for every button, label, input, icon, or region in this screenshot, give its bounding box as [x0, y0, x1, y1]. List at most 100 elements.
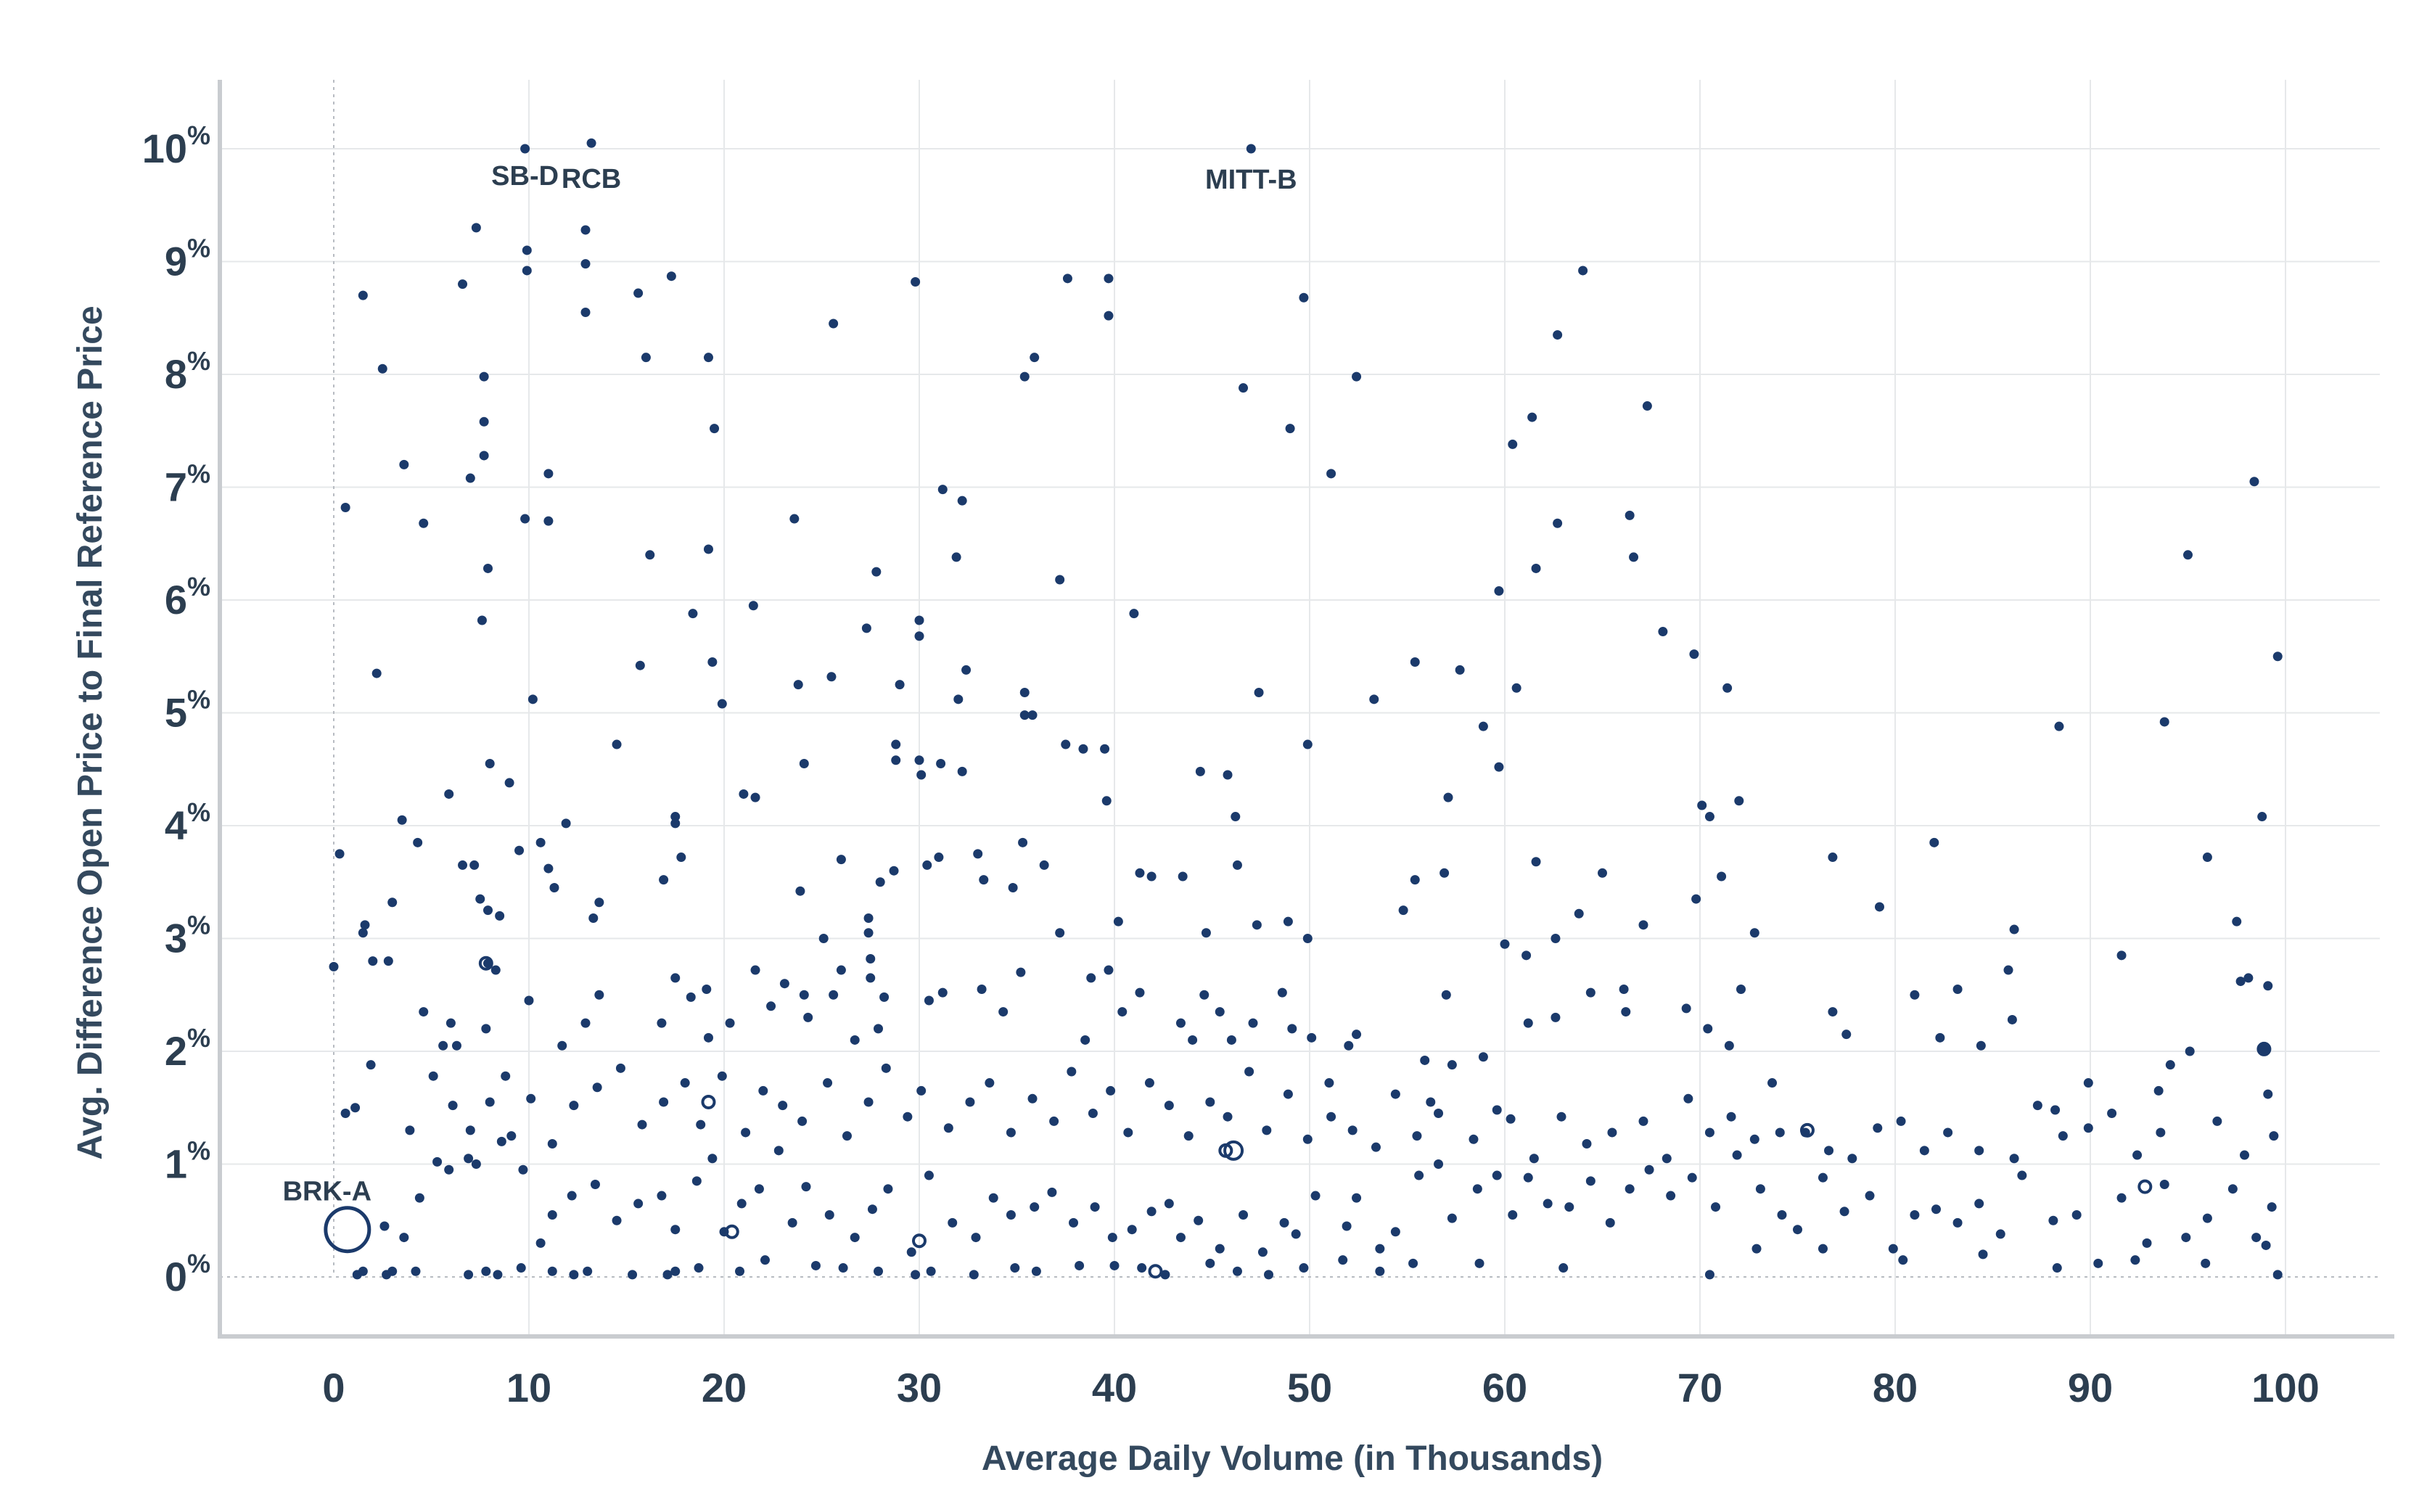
- scatter-point: [1019, 688, 1030, 698]
- x-tick-label: 80: [1873, 1365, 1918, 1410]
- scatter-point: [676, 852, 686, 863]
- scatter-point: [1689, 649, 1699, 660]
- y-tick-unit: %: [187, 572, 210, 601]
- scatter-point: [1619, 984, 1629, 994]
- y-tick-label: 7: [165, 464, 187, 510]
- scatter-point: [543, 863, 554, 874]
- scatter-point: [1441, 990, 1451, 1000]
- scatter-point: [464, 1270, 474, 1280]
- scatter-point: [366, 1060, 376, 1070]
- scatter-point: [1324, 1078, 1334, 1088]
- scatter-point: [670, 812, 681, 822]
- scatter-point: [1704, 1270, 1714, 1280]
- scatter-point: [937, 485, 948, 495]
- scatter-point: [1352, 1030, 1362, 1040]
- scatter-point: [891, 755, 901, 765]
- scatter-point: [1031, 1266, 1041, 1276]
- scatter-point: [1717, 871, 1727, 882]
- scatter-point: [2132, 1150, 2143, 1160]
- scatter-point: [2201, 1258, 2211, 1268]
- scatter-point: [1344, 1040, 1354, 1051]
- scatter-point: [1551, 934, 1561, 943]
- scatter-point: [2212, 1116, 2222, 1126]
- scatter-point: [1030, 353, 1040, 363]
- scatter-point: [1585, 987, 1595, 998]
- y-tick-unit: %: [187, 346, 210, 376]
- scatter-point: [2032, 1101, 2042, 1111]
- scatter-point: [371, 668, 382, 678]
- data-points: [324, 138, 2283, 1280]
- scatter-point: [1681, 1003, 1691, 1014]
- scatter-point: [906, 1247, 916, 1257]
- scatter-point: [399, 459, 409, 469]
- scatter-point: [926, 1266, 936, 1276]
- scatter-point: [1974, 1146, 1984, 1156]
- scatter-point: [1164, 1199, 1174, 1209]
- scatter-point: [1931, 1204, 1941, 1215]
- scatter-point: [801, 1182, 811, 1192]
- scatter-point: [495, 911, 505, 921]
- scatter-point: [1069, 1217, 1079, 1228]
- scatter-point: [1178, 871, 1188, 882]
- scatter-point: [1129, 609, 1139, 619]
- scatter-point: [1447, 1213, 1457, 1223]
- scatter-point: [1683, 1093, 1693, 1104]
- scatter-point: [826, 672, 837, 682]
- scatter-point: [1824, 1146, 1834, 1156]
- scatter-point: [506, 1131, 517, 1141]
- scatter-point: [717, 699, 727, 709]
- scatter-point: [936, 758, 946, 768]
- scatter-point: [1101, 796, 1112, 806]
- scatter-point: [1558, 1263, 1569, 1273]
- scatter-point: [1711, 1202, 1721, 1212]
- scatter-point-open: [1799, 1122, 1815, 1138]
- scatter-point: [1734, 796, 1744, 806]
- scatter-point: [680, 1078, 690, 1088]
- scatter-point: [829, 319, 839, 329]
- scatter-point: [1039, 860, 1049, 870]
- scatter-point: [829, 990, 839, 1000]
- scatter-point: [535, 1238, 546, 1248]
- point-annotation: MITT-B: [1205, 165, 1297, 195]
- scatter-point: [1107, 1233, 1117, 1243]
- scatter-point: [1183, 1131, 1194, 1141]
- scatter-point-open: [912, 1233, 927, 1249]
- scatter-point: [358, 1266, 368, 1276]
- scatter-point: [1019, 371, 1030, 382]
- scatter-point: [666, 271, 676, 282]
- scatter-point: [479, 371, 489, 382]
- point-annotation: RCB: [562, 164, 621, 194]
- scatter-point: [2054, 721, 2064, 731]
- scatter-point: [1749, 1134, 1759, 1144]
- scatter-point: [2116, 950, 2127, 961]
- scatter-point: [1302, 934, 1313, 943]
- scatter-point: [1252, 920, 1262, 930]
- x-tick-label: 70: [1677, 1365, 1722, 1410]
- scatter-point: [1375, 1244, 1385, 1254]
- scatter-point: [863, 913, 874, 924]
- scatter-point: [2052, 1263, 2062, 1273]
- scatter-point: [524, 995, 534, 1006]
- x-tick-label: 20: [702, 1365, 747, 1410]
- scatter-point: [703, 1032, 713, 1043]
- scatter-point: [1006, 1127, 1016, 1138]
- scatter-point: [707, 657, 718, 667]
- scatter-point: [1100, 744, 1110, 754]
- scatter-point: [1605, 1217, 1615, 1228]
- scatter-point: [358, 928, 368, 938]
- scatter-point: [1285, 424, 1295, 434]
- scatter-point: [2093, 1258, 2103, 1268]
- y-tick-label: 9: [165, 239, 187, 284]
- scatter-point: [1974, 1199, 1984, 1209]
- scatter-point: [477, 615, 487, 625]
- scatter-point: [350, 1103, 361, 1113]
- scatter-point: [432, 1156, 443, 1167]
- y-tick-label: 4: [165, 802, 187, 848]
- scatter-point: [1201, 928, 1211, 938]
- scatter-point: [1629, 552, 1639, 562]
- y-tick-unit: %: [187, 234, 210, 263]
- scatter-point: [1146, 1207, 1157, 1217]
- scatter-point: [1398, 905, 1408, 916]
- scatter-point: [465, 473, 475, 483]
- scatter-point: [1199, 990, 1210, 1000]
